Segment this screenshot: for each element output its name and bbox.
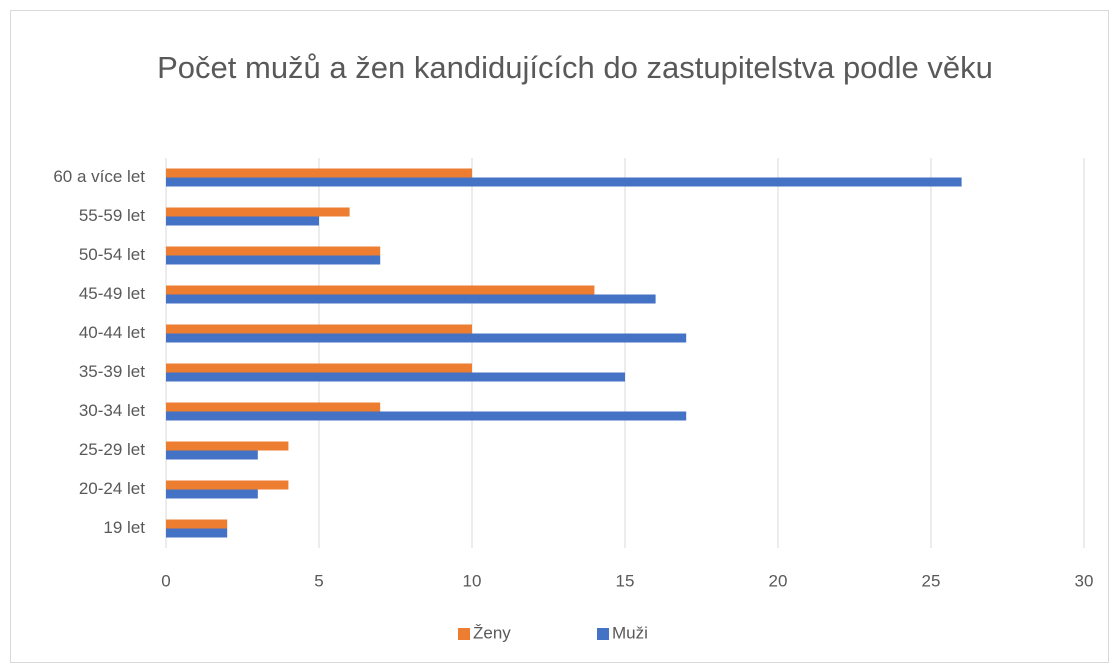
legend-swatch [597,628,609,640]
y-tick-label: 20-24 let [79,479,145,498]
x-tick-label: 25 [922,571,941,590]
bar [166,324,472,334]
y-tick-label: 50-54 let [79,245,145,264]
y-tick-label: 30-34 let [79,401,145,420]
y-tick-label: 25-29 let [79,440,145,459]
bar [166,177,962,187]
y-tick-label: 40-44 let [79,323,145,342]
bar [166,372,625,382]
legend-label: Muži [612,623,648,642]
bar [166,168,472,178]
x-tick-label: 15 [616,571,635,590]
x-tick-label: 0 [161,571,170,590]
x-tick-label: 30 [1075,571,1094,590]
bar [166,216,319,226]
y-tick-label: 35-39 let [79,362,145,381]
chart-title: Počet mužů a žen kandidujících do zastup… [157,50,993,85]
bar [166,480,289,490]
bar [166,333,687,343]
x-tick-label: 10 [463,571,482,590]
y-tick-label: 55-59 let [79,206,145,225]
y-tick-label: 60 a více let [53,167,145,186]
bar [166,450,258,460]
bar [166,285,595,295]
x-tick-label: 5 [314,571,323,590]
bar [166,363,472,373]
legend-label: Ženy [473,623,511,642]
bar [166,411,687,421]
x-tick-label: 20 [769,571,788,590]
y-tick-label: 45-49 let [79,284,145,303]
bar [166,246,381,256]
bar [166,528,228,538]
bar [166,441,289,451]
bar [166,402,381,412]
bar [166,294,656,304]
y-tick-label: 19 let [103,518,145,537]
bar [166,255,381,265]
bar [166,489,258,499]
bar [166,519,228,529]
legend-swatch [458,628,470,640]
bar [166,207,350,217]
